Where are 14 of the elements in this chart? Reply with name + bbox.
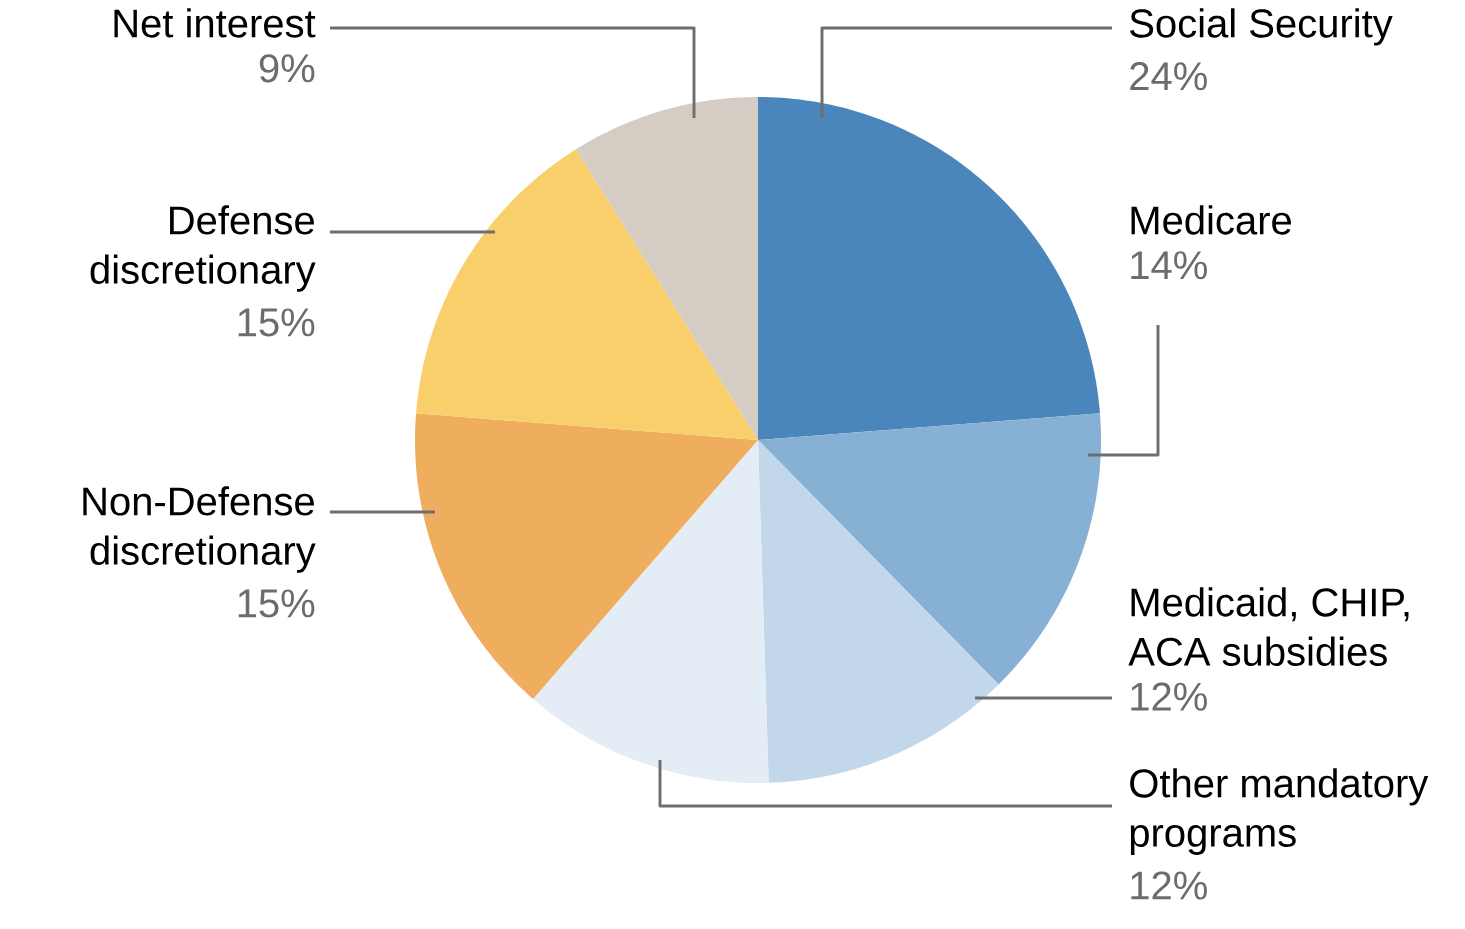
slice-label: Net interest <box>114 8 316 38</box>
slice-label: Non-Defense discretionary <box>83 486 316 573</box>
data-label: 12% <box>1131 871 1207 900</box>
data-label: 15% <box>238 308 315 337</box>
data-label: 9% <box>259 54 315 83</box>
data-label: 15% <box>238 589 315 618</box>
data-label: 24% <box>1130 62 1207 91</box>
data-label: 12% <box>1131 682 1207 711</box>
slice-label: Other mandatory programs <box>1130 768 1429 855</box>
data-label: 14% <box>1131 251 1207 280</box>
slice-label: Medicare <box>1131 205 1291 235</box>
slice-label: Defense discretionary <box>90 205 316 292</box>
slice-label: Social Security <box>1130 8 1393 46</box>
slice-label: Medicaid, CHIP, ACA subsidies <box>1128 587 1409 666</box>
